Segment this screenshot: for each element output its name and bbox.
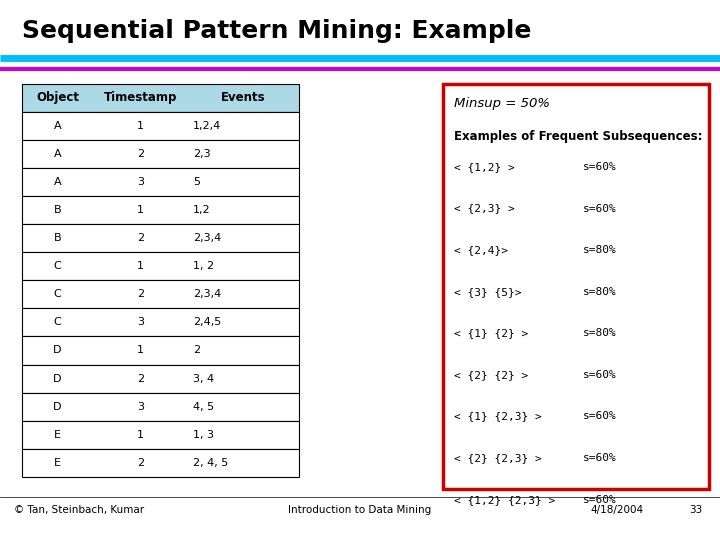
Text: 2,3: 2,3: [193, 149, 210, 159]
Text: 2: 2: [137, 289, 144, 299]
Text: 2: 2: [137, 233, 144, 243]
Text: D: D: [53, 402, 62, 411]
Text: 1,2: 1,2: [193, 205, 210, 215]
Text: 1,2,4: 1,2,4: [193, 121, 221, 131]
Text: 2,3,4: 2,3,4: [193, 233, 221, 243]
Text: 3: 3: [137, 177, 144, 187]
Text: E: E: [54, 458, 61, 468]
Text: s=60%: s=60%: [583, 453, 617, 463]
Text: < {1} {2} >: < {1} {2} >: [454, 328, 528, 339]
Text: Introduction to Data Mining: Introduction to Data Mining: [289, 505, 431, 515]
Text: D: D: [53, 374, 62, 383]
Text: 33: 33: [689, 505, 702, 515]
Text: < {2} {2,3} >: < {2} {2,3} >: [454, 453, 541, 463]
Text: s=80%: s=80%: [583, 287, 617, 297]
Text: 1, 3: 1, 3: [193, 430, 214, 440]
Text: D: D: [53, 346, 62, 355]
Text: 2,4,5: 2,4,5: [193, 318, 221, 327]
FancyBboxPatch shape: [443, 84, 709, 489]
Text: A: A: [54, 177, 61, 187]
Text: 1: 1: [137, 205, 144, 215]
Text: B: B: [54, 233, 61, 243]
Text: 2, 4, 5: 2, 4, 5: [193, 458, 228, 468]
Text: Examples of Frequent Subsequences:: Examples of Frequent Subsequences:: [454, 130, 702, 143]
Text: 4, 5: 4, 5: [193, 402, 214, 411]
Text: © Tan, Steinbach, Kumar: © Tan, Steinbach, Kumar: [14, 505, 145, 515]
Text: 2: 2: [137, 149, 144, 159]
Text: s=60%: s=60%: [583, 162, 617, 172]
FancyBboxPatch shape: [22, 140, 299, 168]
Text: 1, 2: 1, 2: [193, 261, 214, 271]
FancyBboxPatch shape: [22, 196, 299, 224]
FancyBboxPatch shape: [22, 112, 299, 140]
Text: Events: Events: [221, 91, 265, 104]
Text: C: C: [54, 318, 61, 327]
Text: 3, 4: 3, 4: [193, 374, 214, 383]
Text: < {1} {2,3} >: < {1} {2,3} >: [454, 411, 541, 422]
FancyBboxPatch shape: [22, 168, 299, 196]
Text: s=60%: s=60%: [583, 370, 617, 380]
FancyBboxPatch shape: [22, 308, 299, 336]
FancyBboxPatch shape: [22, 280, 299, 308]
Text: C: C: [54, 261, 61, 271]
Text: 1: 1: [137, 121, 144, 131]
FancyBboxPatch shape: [22, 421, 299, 449]
Text: 1: 1: [137, 261, 144, 271]
Text: 1: 1: [137, 430, 144, 440]
Text: 3: 3: [137, 318, 144, 327]
FancyBboxPatch shape: [22, 393, 299, 421]
Text: 3: 3: [137, 402, 144, 411]
Text: 2: 2: [137, 374, 144, 383]
Text: 2,3,4: 2,3,4: [193, 289, 221, 299]
Text: s=80%: s=80%: [583, 328, 617, 339]
Text: s=60%: s=60%: [583, 204, 617, 214]
Text: s=60%: s=60%: [583, 411, 617, 422]
Text: A: A: [54, 149, 61, 159]
Text: 5: 5: [193, 177, 200, 187]
Text: s=60%: s=60%: [583, 495, 617, 505]
Text: < {2} {2} >: < {2} {2} >: [454, 370, 528, 380]
Text: Object: Object: [36, 91, 79, 104]
FancyBboxPatch shape: [22, 364, 299, 393]
FancyBboxPatch shape: [22, 449, 299, 477]
FancyBboxPatch shape: [22, 252, 299, 280]
Text: < {1,2} >: < {1,2} >: [454, 162, 514, 172]
Text: Sequential Pattern Mining: Example: Sequential Pattern Mining: Example: [22, 19, 531, 43]
Text: < {3} {5}>: < {3} {5}>: [454, 287, 521, 297]
Text: A: A: [54, 121, 61, 131]
Text: 2: 2: [193, 346, 200, 355]
Text: < {2,3} >: < {2,3} >: [454, 204, 514, 214]
Text: < {1,2} {2,3} >: < {1,2} {2,3} >: [454, 495, 555, 505]
Text: < {2,4}>: < {2,4}>: [454, 245, 508, 255]
FancyBboxPatch shape: [22, 336, 299, 365]
Text: s=80%: s=80%: [583, 245, 617, 255]
Text: 2: 2: [137, 458, 144, 468]
Text: 1: 1: [137, 346, 144, 355]
Text: C: C: [54, 289, 61, 299]
Text: 4/18/2004: 4/18/2004: [590, 505, 644, 515]
Text: B: B: [54, 205, 61, 215]
Text: E: E: [54, 430, 61, 440]
FancyBboxPatch shape: [22, 224, 299, 252]
Text: Timestamp: Timestamp: [104, 91, 177, 104]
FancyBboxPatch shape: [22, 84, 299, 112]
Text: Minsup = 50%: Minsup = 50%: [454, 97, 549, 110]
